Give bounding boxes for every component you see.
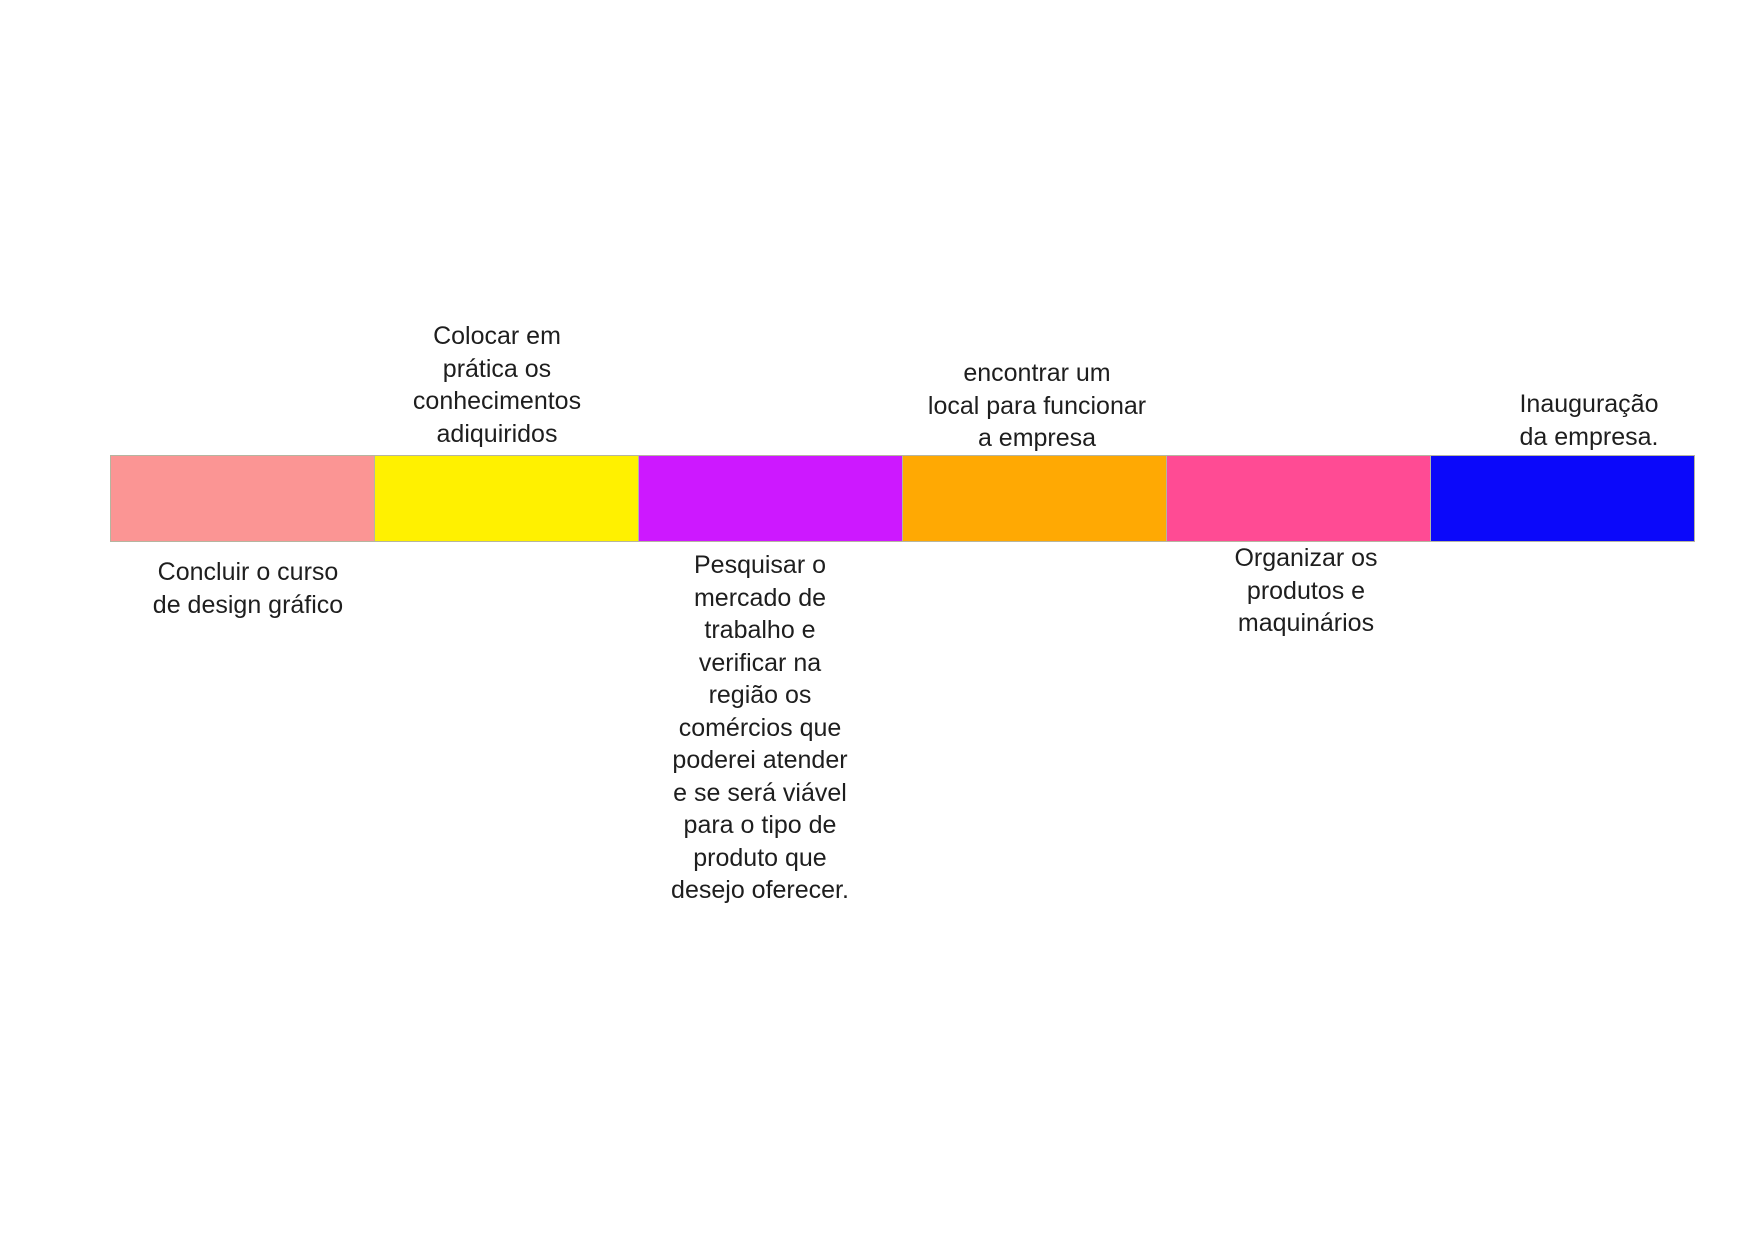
- timeline-segment-4: [903, 455, 1167, 542]
- timeline-segment-6: [1431, 455, 1695, 542]
- timeline-segment-1: [110, 455, 375, 542]
- timeline-segment-2: [375, 455, 639, 542]
- step-label-5: Organizar os produtos e maquinários: [1234, 544, 1378, 637]
- step-label-1: Concluir o curso de design gráfico: [152, 558, 344, 619]
- step-label-4: encontrar um local para funcionar a empr…: [927, 359, 1147, 452]
- step-label-3: Pesquisar o mercado de trabalho e verifi…: [671, 551, 849, 904]
- step-label-2: Colocar em prática os conhecimentos adiq…: [412, 322, 582, 448]
- step-label-6: Inauguração da empresa.: [1519, 390, 1659, 451]
- timeline-segment-3: [639, 455, 903, 542]
- timeline-segment-5: [1167, 455, 1431, 542]
- timeline-bar: [110, 455, 1695, 542]
